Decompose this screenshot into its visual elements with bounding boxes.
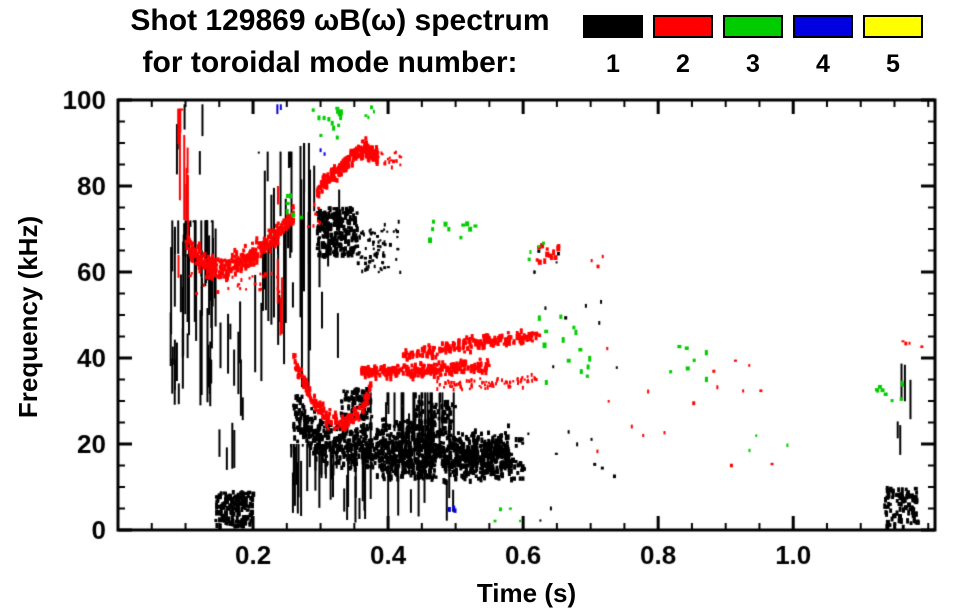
y-axis-label: Frequency (kHz) <box>13 215 43 419</box>
x-axis-label: Time (s) <box>476 578 577 608</box>
